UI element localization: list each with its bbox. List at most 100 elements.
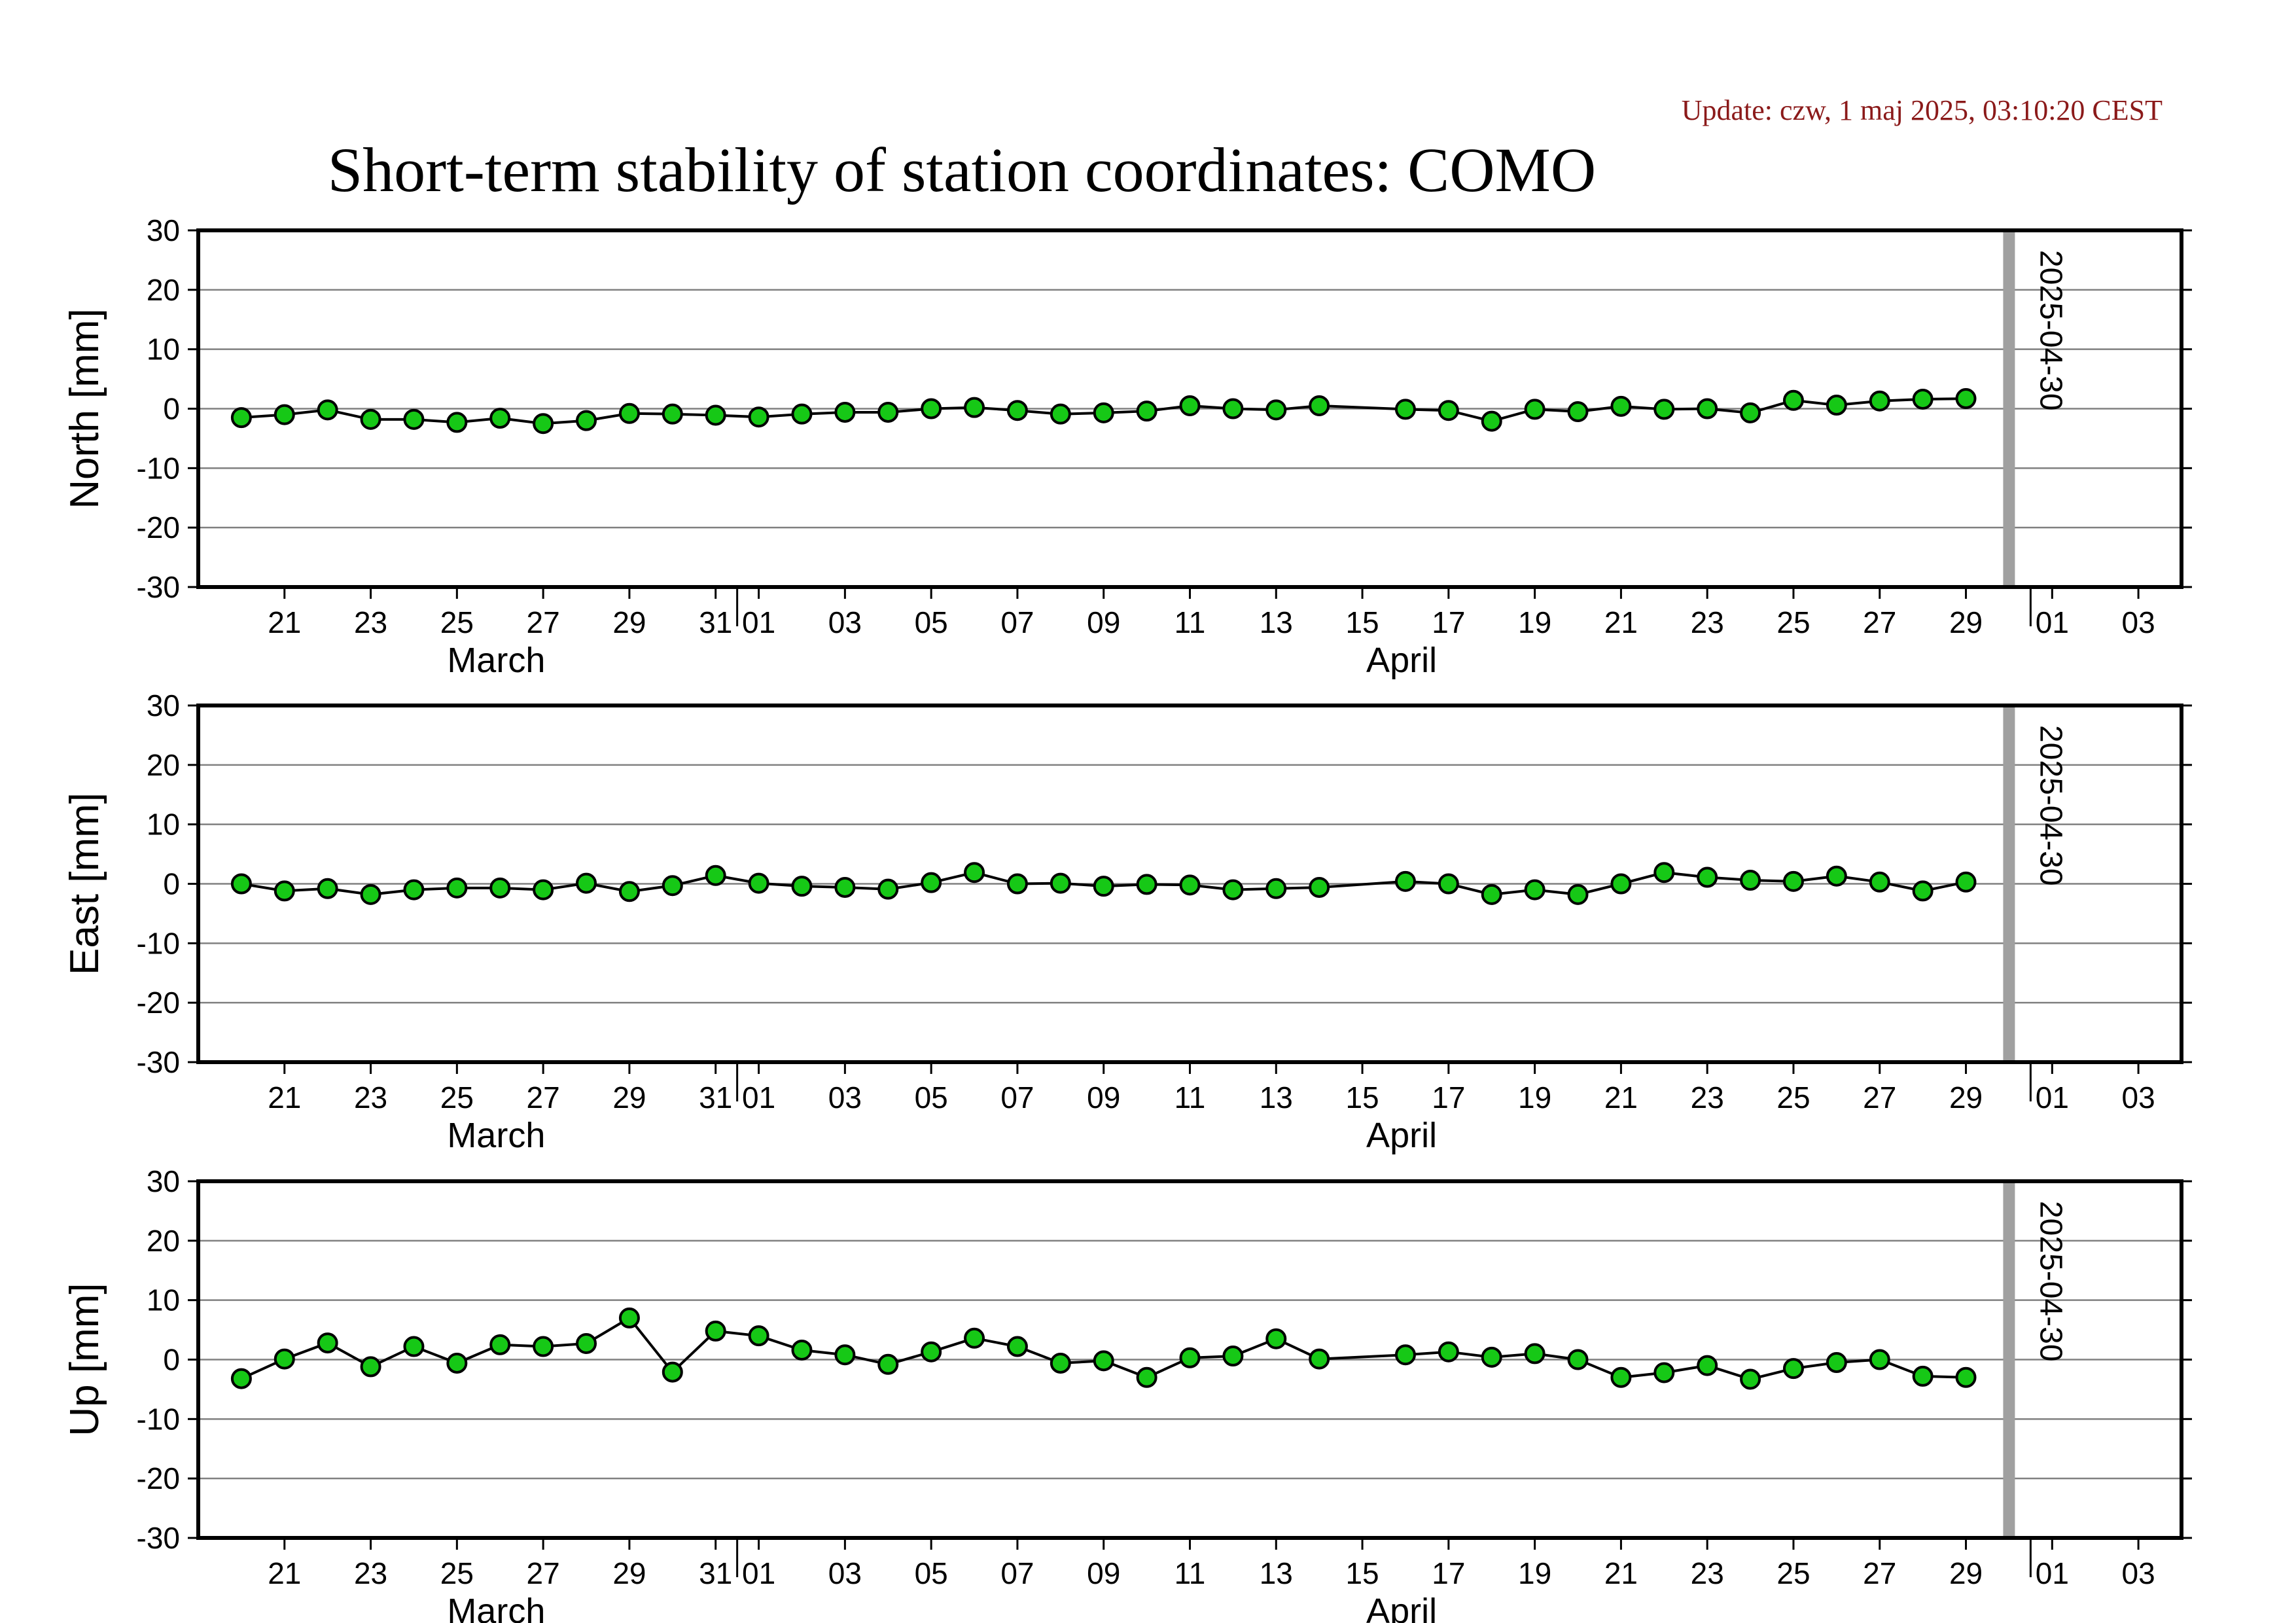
data-point <box>1653 1362 1675 1383</box>
data-point <box>446 1352 468 1374</box>
data-point <box>1050 1352 1071 1374</box>
x-tick-label: 25 <box>1776 1556 1810 1590</box>
data-point <box>1093 402 1114 423</box>
data-point <box>618 881 640 902</box>
data-point <box>1136 874 1157 895</box>
x-tick-label: 29 <box>612 605 646 639</box>
data-point <box>1524 879 1545 901</box>
data-point <box>403 408 425 430</box>
y-tick-label: 10 <box>147 1283 180 1317</box>
data-point <box>1826 865 1847 887</box>
data-point <box>705 1320 726 1342</box>
month-label: April <box>1366 641 1437 680</box>
data-point <box>1394 399 1416 420</box>
x-tick-label: 15 <box>1345 605 1379 639</box>
x-tick-label: 23 <box>354 605 387 639</box>
month-label: April <box>1366 1116 1437 1155</box>
y-tick-label: 0 <box>163 867 180 901</box>
x-tick-label: 19 <box>1518 1080 1551 1115</box>
x-tick-label: 01 <box>742 1556 775 1590</box>
y-tick-label: 20 <box>147 1224 180 1258</box>
data-point <box>1826 1352 1847 1374</box>
data-point <box>748 1325 769 1347</box>
data-point <box>1567 883 1589 905</box>
x-tick-label: 27 <box>527 1080 560 1115</box>
data-point <box>230 1368 252 1389</box>
x-tick-label: 23 <box>1691 1556 1724 1590</box>
x-tick-label: 11 <box>1174 1556 1206 1590</box>
data-point <box>1697 398 1718 419</box>
data-point <box>791 1339 813 1361</box>
chart-title: Short-term stability of station coordina… <box>328 135 1596 205</box>
x-tick-label: 01 <box>2036 605 2069 639</box>
data-point <box>1653 399 1675 420</box>
x-tick-label: 01 <box>742 605 775 639</box>
y-tick-label: 10 <box>147 808 180 842</box>
data-point <box>921 872 942 893</box>
y-tick-label: 30 <box>147 1164 180 1198</box>
data-point <box>1610 1366 1632 1388</box>
data-point <box>1265 399 1287 421</box>
panel-1: 30 20 10 0 -10 -20 -30 2025-04-30 21 23 25 27 29 31 01… <box>62 688 2192 1155</box>
data-point <box>1438 400 1459 421</box>
x-tick-label: 29 <box>1949 605 1983 639</box>
data-point <box>1394 1344 1416 1366</box>
data-point <box>1438 1341 1459 1363</box>
data-point <box>533 1336 554 1357</box>
data-point <box>1093 876 1114 897</box>
data-point <box>1524 399 1545 420</box>
data-point <box>1222 1346 1244 1367</box>
x-tick-label: 29 <box>1949 1556 1983 1590</box>
x-tick-label: 29 <box>1949 1080 1983 1115</box>
data-point <box>1740 870 1761 891</box>
data-point <box>1869 871 1890 893</box>
data-point <box>964 1327 985 1349</box>
data-point <box>964 397 985 418</box>
x-tick-label: 25 <box>1776 1080 1810 1115</box>
x-tick-label: 27 <box>527 1556 560 1590</box>
update-timestamp: Update: czw, 1 maj 2025, 03:10:20 CEST <box>1682 94 2163 126</box>
x-tick-label: 07 <box>1000 605 1034 639</box>
data-point <box>489 877 511 899</box>
y-tick-label: -30 <box>137 1045 180 1079</box>
data-point <box>1740 402 1761 423</box>
x-tick-label: 21 <box>1604 1080 1638 1115</box>
data-point <box>1782 389 1804 411</box>
data-point <box>1006 1336 1028 1357</box>
data-point <box>748 872 769 894</box>
data-point <box>1567 1349 1589 1370</box>
data-point <box>1309 395 1330 416</box>
data-point <box>618 1307 640 1329</box>
x-tick-label: 05 <box>915 1556 948 1590</box>
month-label: March <box>447 1592 545 1623</box>
data-point <box>662 403 683 425</box>
data-point <box>360 883 381 905</box>
y-tick-label: -30 <box>137 570 180 604</box>
data-point <box>1610 873 1632 895</box>
data-point <box>1309 1348 1330 1370</box>
data-point <box>1653 862 1675 883</box>
data-point <box>1222 398 1244 419</box>
data-point <box>1697 1355 1718 1376</box>
x-tick-label: 29 <box>612 1556 646 1590</box>
data-point <box>1826 395 1847 416</box>
data-point <box>1955 871 1977 893</box>
data-point <box>317 878 338 899</box>
data-point <box>748 406 769 428</box>
y-tick-label: 30 <box>147 688 180 722</box>
x-tick-label: 03 <box>2122 605 2155 639</box>
x-tick-label: 09 <box>1087 1556 1120 1590</box>
x-tick-label: 27 <box>1863 1556 1896 1590</box>
data-point <box>317 1332 338 1354</box>
data-point <box>834 876 856 898</box>
x-tick-label: 09 <box>1087 605 1120 639</box>
x-tick-label: 25 <box>440 605 474 639</box>
data-point <box>1567 401 1589 423</box>
data-point <box>230 873 252 895</box>
x-tick-label: 11 <box>1174 605 1206 639</box>
x-tick-label: 25 <box>1776 605 1810 639</box>
data-point <box>1782 1358 1804 1380</box>
x-tick-label: 03 <box>2122 1080 2155 1115</box>
x-tick-label: 17 <box>1432 605 1465 639</box>
